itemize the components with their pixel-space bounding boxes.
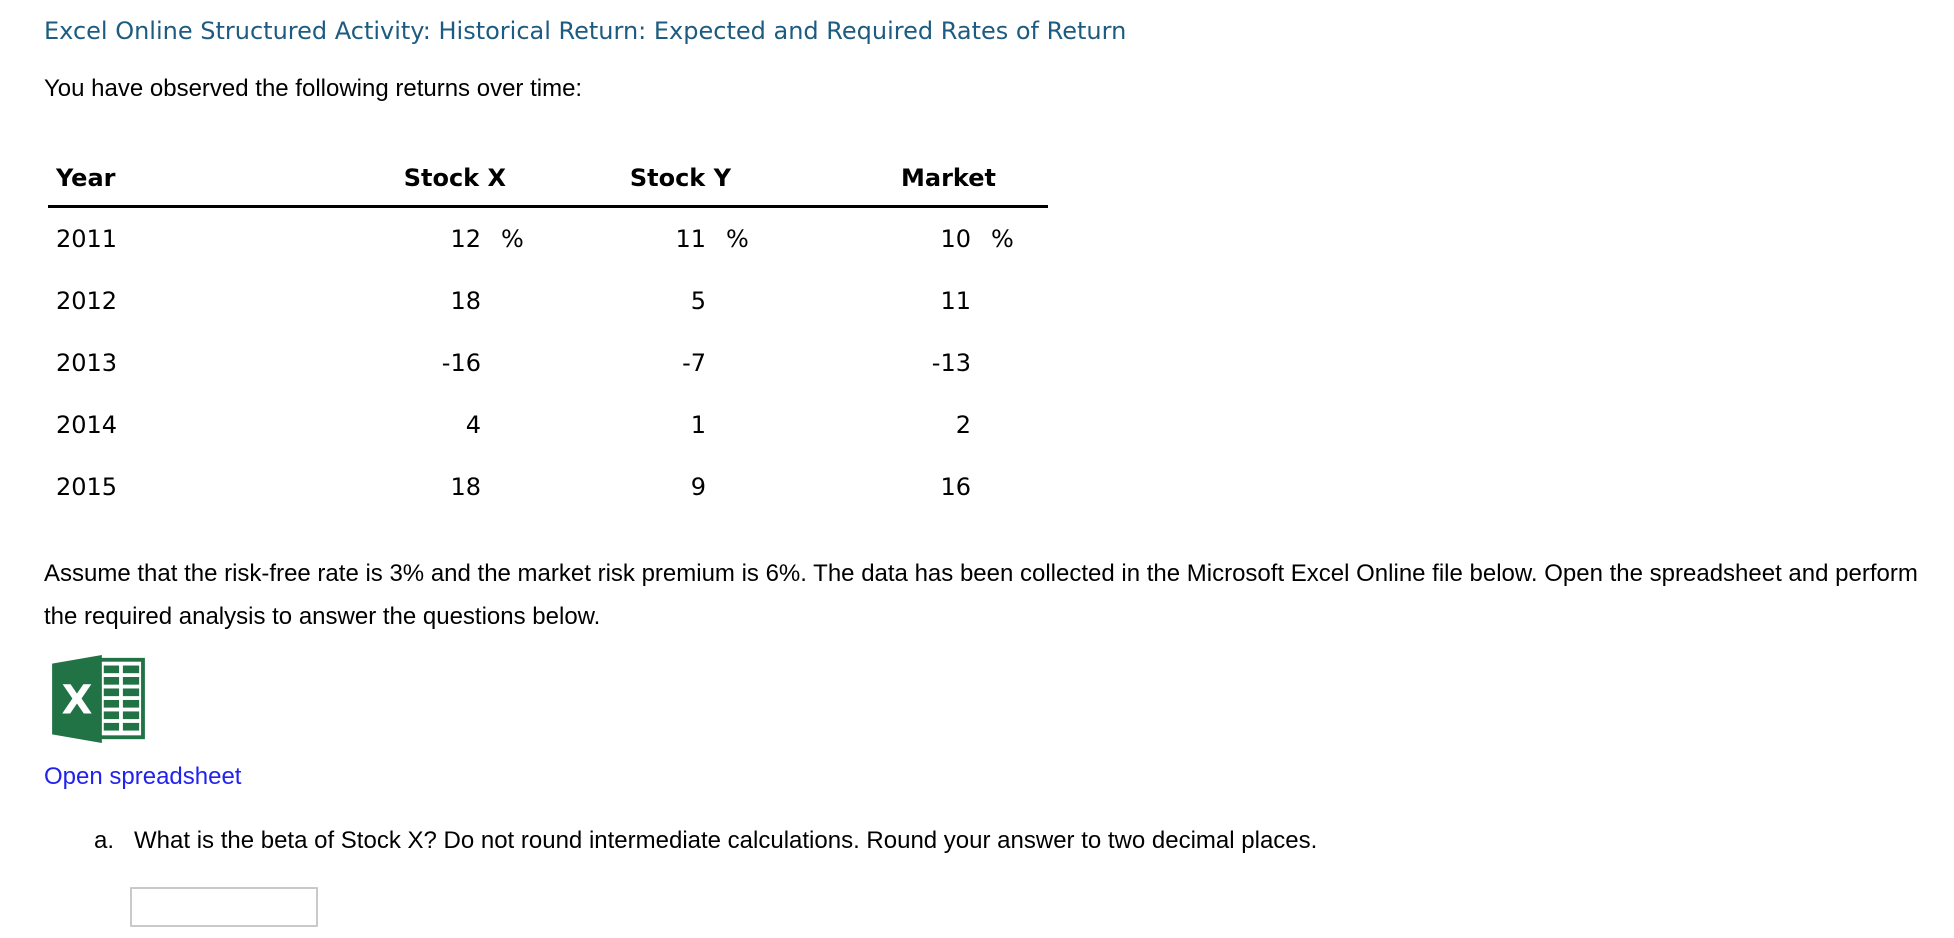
stock-x-value: -16 <box>441 349 481 377</box>
stock-x-value: 18 <box>450 287 481 315</box>
stock-x-value: 18 <box>450 473 481 501</box>
excel-cover <box>52 655 102 743</box>
table-header: Year Stock X Stock Y Market <box>48 164 1048 208</box>
col-header-stock-x: Stock X <box>403 164 506 192</box>
returns-table: Year Stock X Stock Y Market 2011 12 % 11… <box>48 164 1048 518</box>
page-title: Excel Online Structured Activity: Histor… <box>44 17 1127 45</box>
question-a-label: a. <box>94 827 115 854</box>
stock-y-value: 1 <box>690 411 706 439</box>
stock-x-value: 12 <box>450 225 481 253</box>
answer-input[interactable] <box>130 887 318 927</box>
assumption-paragraph: Assume that the risk-free rate is 3% and… <box>44 560 1918 630</box>
table-row: 2011 12 % 11 % 10 % <box>48 208 1048 270</box>
table-row: 2012 18 5 11 <box>48 270 1048 332</box>
table-row: 2013 -16 -7 -13 <box>48 332 1048 394</box>
market-value: 16 <box>940 473 971 501</box>
percent-sign: % <box>991 225 1014 253</box>
stock-y-value: 9 <box>690 473 706 501</box>
table-row: 2014 4 1 2 <box>48 394 1048 456</box>
col-header-stock-y: Stock Y <box>629 164 731 192</box>
market-value: -13 <box>931 349 971 377</box>
market-value: 11 <box>940 287 971 315</box>
year-cell: 2012 <box>56 287 118 315</box>
col-header-market: Market <box>901 164 996 192</box>
market-value: 2 <box>955 411 971 439</box>
table-header-row: Year Stock X Stock Y Market <box>48 164 1048 192</box>
market-value: 10 <box>940 225 971 253</box>
stock-y-value: 11 <box>675 225 706 253</box>
percent-sign: % <box>501 225 524 253</box>
stock-y-value: -7 <box>682 349 706 377</box>
open-spreadsheet-link[interactable]: Open spreadsheet <box>44 763 242 790</box>
col-header-year: Year <box>56 164 116 192</box>
percent-sign: % <box>726 225 749 253</box>
year-cell: 2011 <box>56 225 118 253</box>
excel-x-letter: X <box>61 677 92 723</box>
year-cell: 2013 <box>56 349 118 377</box>
question-a-text: What is the beta of Stock X? Do not roun… <box>134 827 1318 854</box>
year-cell: 2014 <box>56 411 118 439</box>
stock-y-value: 5 <box>690 287 706 315</box>
stock-x-value: 4 <box>465 411 481 439</box>
excel-icon[interactable]: X <box>50 655 147 743</box>
table-body: 2011 12 % 11 % 10 % 2012 18 5 11 2013 -1… <box>48 208 1048 518</box>
intro-text: You have observed the following returns … <box>44 75 583 102</box>
year-cell: 2015 <box>56 473 118 501</box>
table-row: 2015 18 9 16 <box>48 456 1048 518</box>
question-a: a. What is the beta of Stock X? Do not r… <box>94 827 1954 855</box>
sheet-grid <box>103 665 140 731</box>
